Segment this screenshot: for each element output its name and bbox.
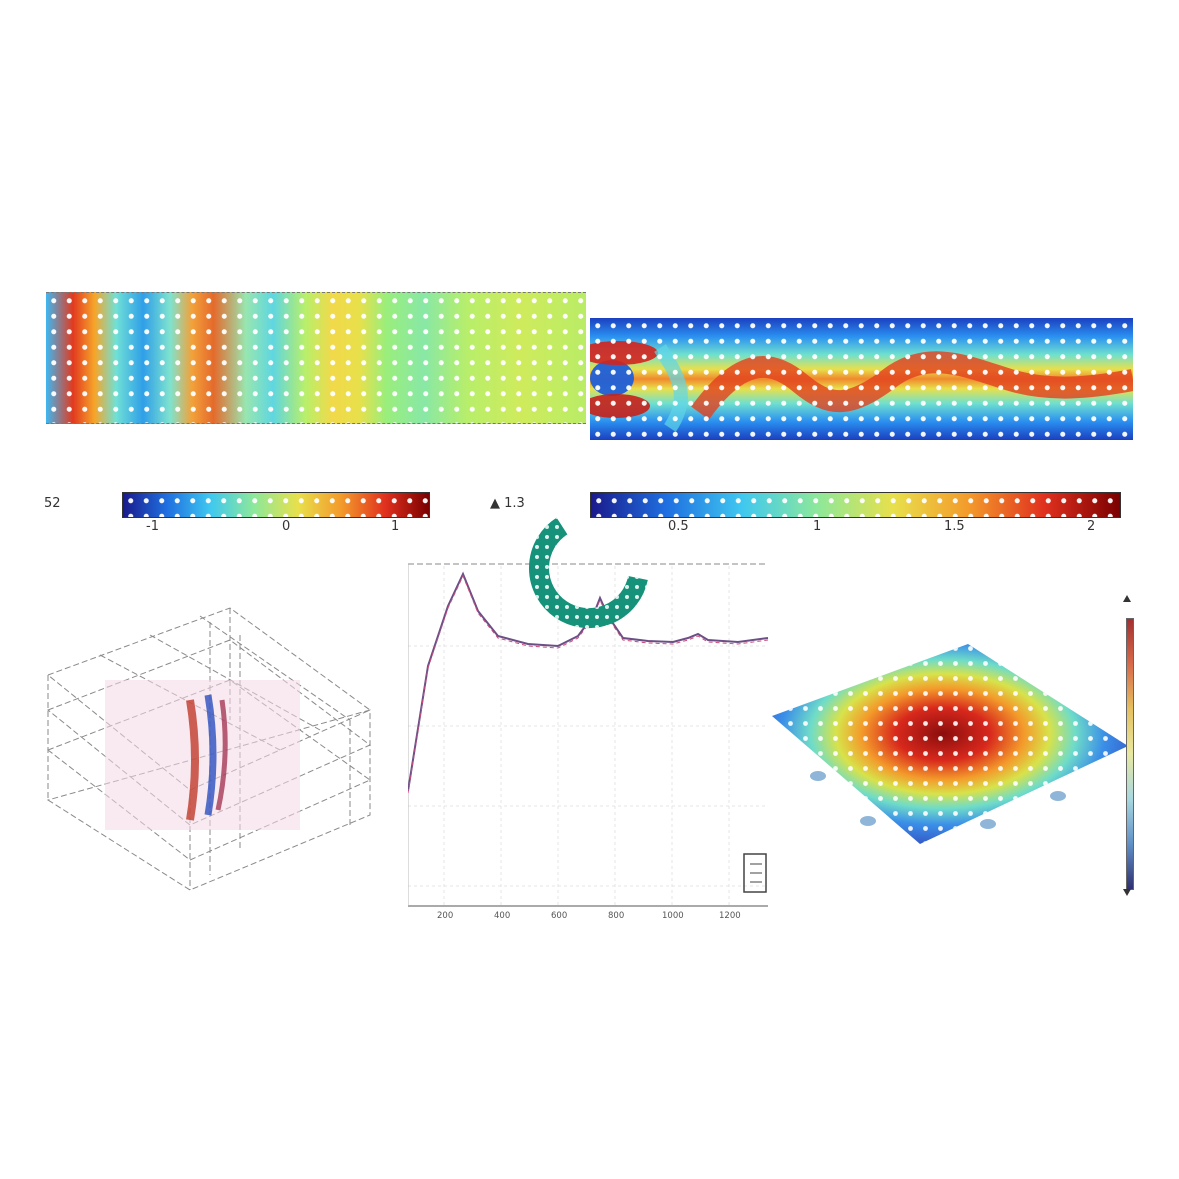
line-plot bbox=[408, 563, 769, 907]
flow-colorbar-tick: 2 bbox=[1087, 519, 1096, 534]
flow-colorbar-max-label: ▲ 1.3 bbox=[490, 496, 525, 511]
caret-up-icon bbox=[1123, 595, 1131, 602]
wave-colorbar-tick: -1 bbox=[146, 519, 159, 534]
wave-field-panel bbox=[46, 292, 586, 424]
flow-colorbar-tick: 1 bbox=[813, 519, 822, 534]
wireframe-3d-model bbox=[46, 607, 372, 891]
plot-x-tick: 1000 bbox=[662, 911, 684, 921]
flow-colorbar-tick: 1.5 bbox=[944, 519, 965, 534]
wave-colorbar-tick: 1 bbox=[391, 519, 400, 534]
plot-x-tick: 800 bbox=[608, 911, 625, 921]
wave-colorbar-left-label: 52 bbox=[44, 496, 61, 511]
plot-x-tick: 600 bbox=[551, 911, 568, 921]
plate-colorbar bbox=[1126, 618, 1134, 890]
flow-field-panel bbox=[590, 318, 1133, 440]
wave-colorbar bbox=[122, 492, 430, 518]
caret-down-icon bbox=[1123, 889, 1131, 896]
plot-x-tick: 1200 bbox=[719, 911, 741, 921]
plot-x-tick: 400 bbox=[494, 911, 511, 921]
loading-spinner-icon bbox=[529, 517, 648, 629]
wave-colorbar-tick: 0 bbox=[282, 519, 291, 534]
plate-surface-3d bbox=[772, 644, 1128, 844]
flow-colorbar bbox=[590, 492, 1121, 518]
flow-colorbar-tick: 0.5 bbox=[668, 519, 689, 534]
plot-x-tick: 200 bbox=[437, 911, 454, 921]
flow-vortex-overlay bbox=[590, 341, 1133, 432]
